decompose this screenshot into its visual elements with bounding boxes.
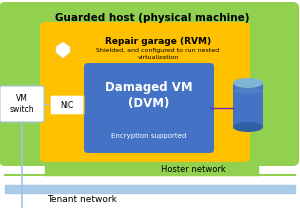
Text: Damaged VM
(DVM): Damaged VM (DVM): [105, 80, 193, 109]
Text: VM
switch: VM switch: [10, 94, 34, 114]
Ellipse shape: [233, 78, 263, 88]
Text: Hoster network: Hoster network: [160, 164, 225, 174]
Ellipse shape: [233, 88, 263, 94]
Polygon shape: [56, 42, 70, 58]
Text: Shielded, and configured to run nested
virtualization: Shielded, and configured to run nested v…: [96, 48, 220, 60]
Text: Encryption supported: Encryption supported: [111, 133, 187, 139]
Text: Repair garage (RVM): Repair garage (RVM): [105, 37, 211, 46]
FancyBboxPatch shape: [0, 86, 44, 122]
FancyBboxPatch shape: [50, 95, 84, 115]
Ellipse shape: [233, 122, 263, 132]
FancyBboxPatch shape: [84, 63, 214, 153]
Text: NIC: NIC: [60, 100, 74, 109]
Text: Tenant network: Tenant network: [47, 195, 117, 204]
FancyBboxPatch shape: [40, 22, 250, 162]
FancyBboxPatch shape: [0, 2, 299, 166]
Text: Guarded host (physical machine): Guarded host (physical machine): [55, 13, 249, 23]
Bar: [233, 83, 263, 127]
